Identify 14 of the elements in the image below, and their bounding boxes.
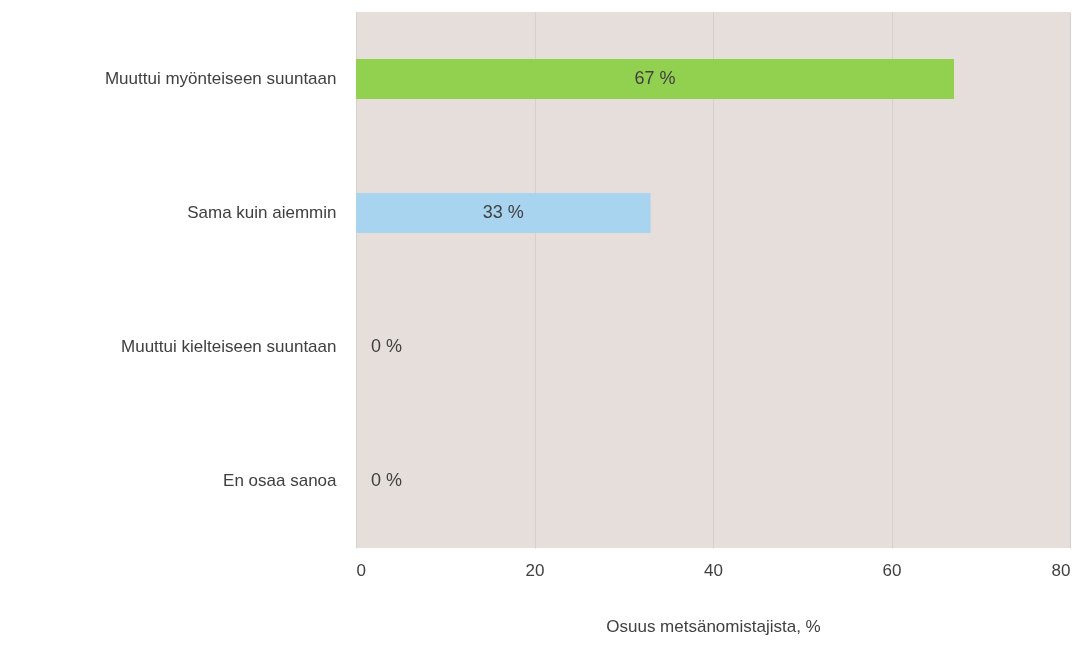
x-tick-label: 40	[704, 560, 723, 580]
data-label: 0 %	[371, 336, 403, 356]
x-axis-title: Osuus metsänomistajista, %	[606, 616, 821, 636]
y-tick-label: Muuttui myönteiseen suuntaan	[104, 69, 337, 88]
y-tick-label: Muuttui kielteiseen suuntaan	[121, 337, 337, 356]
data-label: 33 %	[482, 202, 524, 222]
data-label: 0 %	[371, 470, 403, 490]
y-tick-label: En osaa sanoa	[223, 471, 338, 490]
x-tick-label: 0	[356, 560, 366, 580]
x-tick-label: 80	[1051, 560, 1071, 580]
x-tick-label: 60	[882, 560, 902, 580]
y-tick-label: Sama kuin aiemmin	[187, 203, 337, 222]
x-tick-label: 20	[525, 560, 545, 580]
data-label: 67 %	[634, 68, 676, 88]
